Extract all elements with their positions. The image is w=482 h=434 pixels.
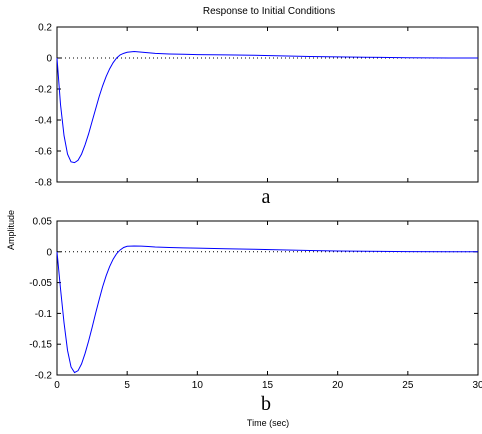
y-tick-label: -0.2 bbox=[35, 371, 53, 382]
x-tick-label: 25 bbox=[402, 380, 414, 391]
y-tick-label: -0.6 bbox=[35, 147, 53, 158]
y-tick-label: -0.1 bbox=[35, 309, 53, 320]
x-axis-label: Time (sec) bbox=[247, 418, 289, 428]
y-tick-label: 0.05 bbox=[33, 217, 53, 228]
y-tick-label: -0.2 bbox=[35, 85, 53, 96]
y-tick-label: 0 bbox=[46, 247, 52, 258]
panel-b: 0.050-0.05-0.1-0.15-0.20 5 10 15 20 25 30 bbox=[29, 217, 482, 392]
y-axis-label: Amplitude bbox=[6, 210, 16, 250]
panel-letter-a: a bbox=[262, 186, 271, 208]
x-tick-label: 30 bbox=[472, 380, 482, 391]
x-tick-label: 0 bbox=[54, 380, 60, 391]
x-tick-label: 20 bbox=[332, 380, 344, 391]
y-tick-label: -0.8 bbox=[35, 178, 53, 189]
plot-frame bbox=[56, 220, 479, 376]
y-tick-label: -0.05 bbox=[29, 278, 52, 289]
y-tick-label: -0.15 bbox=[29, 340, 52, 351]
x-tick-label: 15 bbox=[262, 380, 274, 391]
y-tick-label: 0.2 bbox=[38, 23, 52, 34]
panel-letter-b: b bbox=[261, 393, 271, 415]
plot-frame bbox=[56, 26, 479, 183]
y-tick-label: 0 bbox=[46, 54, 52, 65]
x-tick-label: 5 bbox=[124, 380, 130, 391]
panel-a: 0.2 0 -0.2 -0.4 -0.6 -0.8 bbox=[35, 23, 479, 189]
response-curve bbox=[56, 50, 478, 164]
response-curve bbox=[56, 245, 478, 374]
y-tick-label: -0.4 bbox=[35, 116, 53, 127]
x-tick-label: 10 bbox=[192, 380, 204, 391]
chart-title: Response to Initial Conditions bbox=[203, 6, 335, 17]
